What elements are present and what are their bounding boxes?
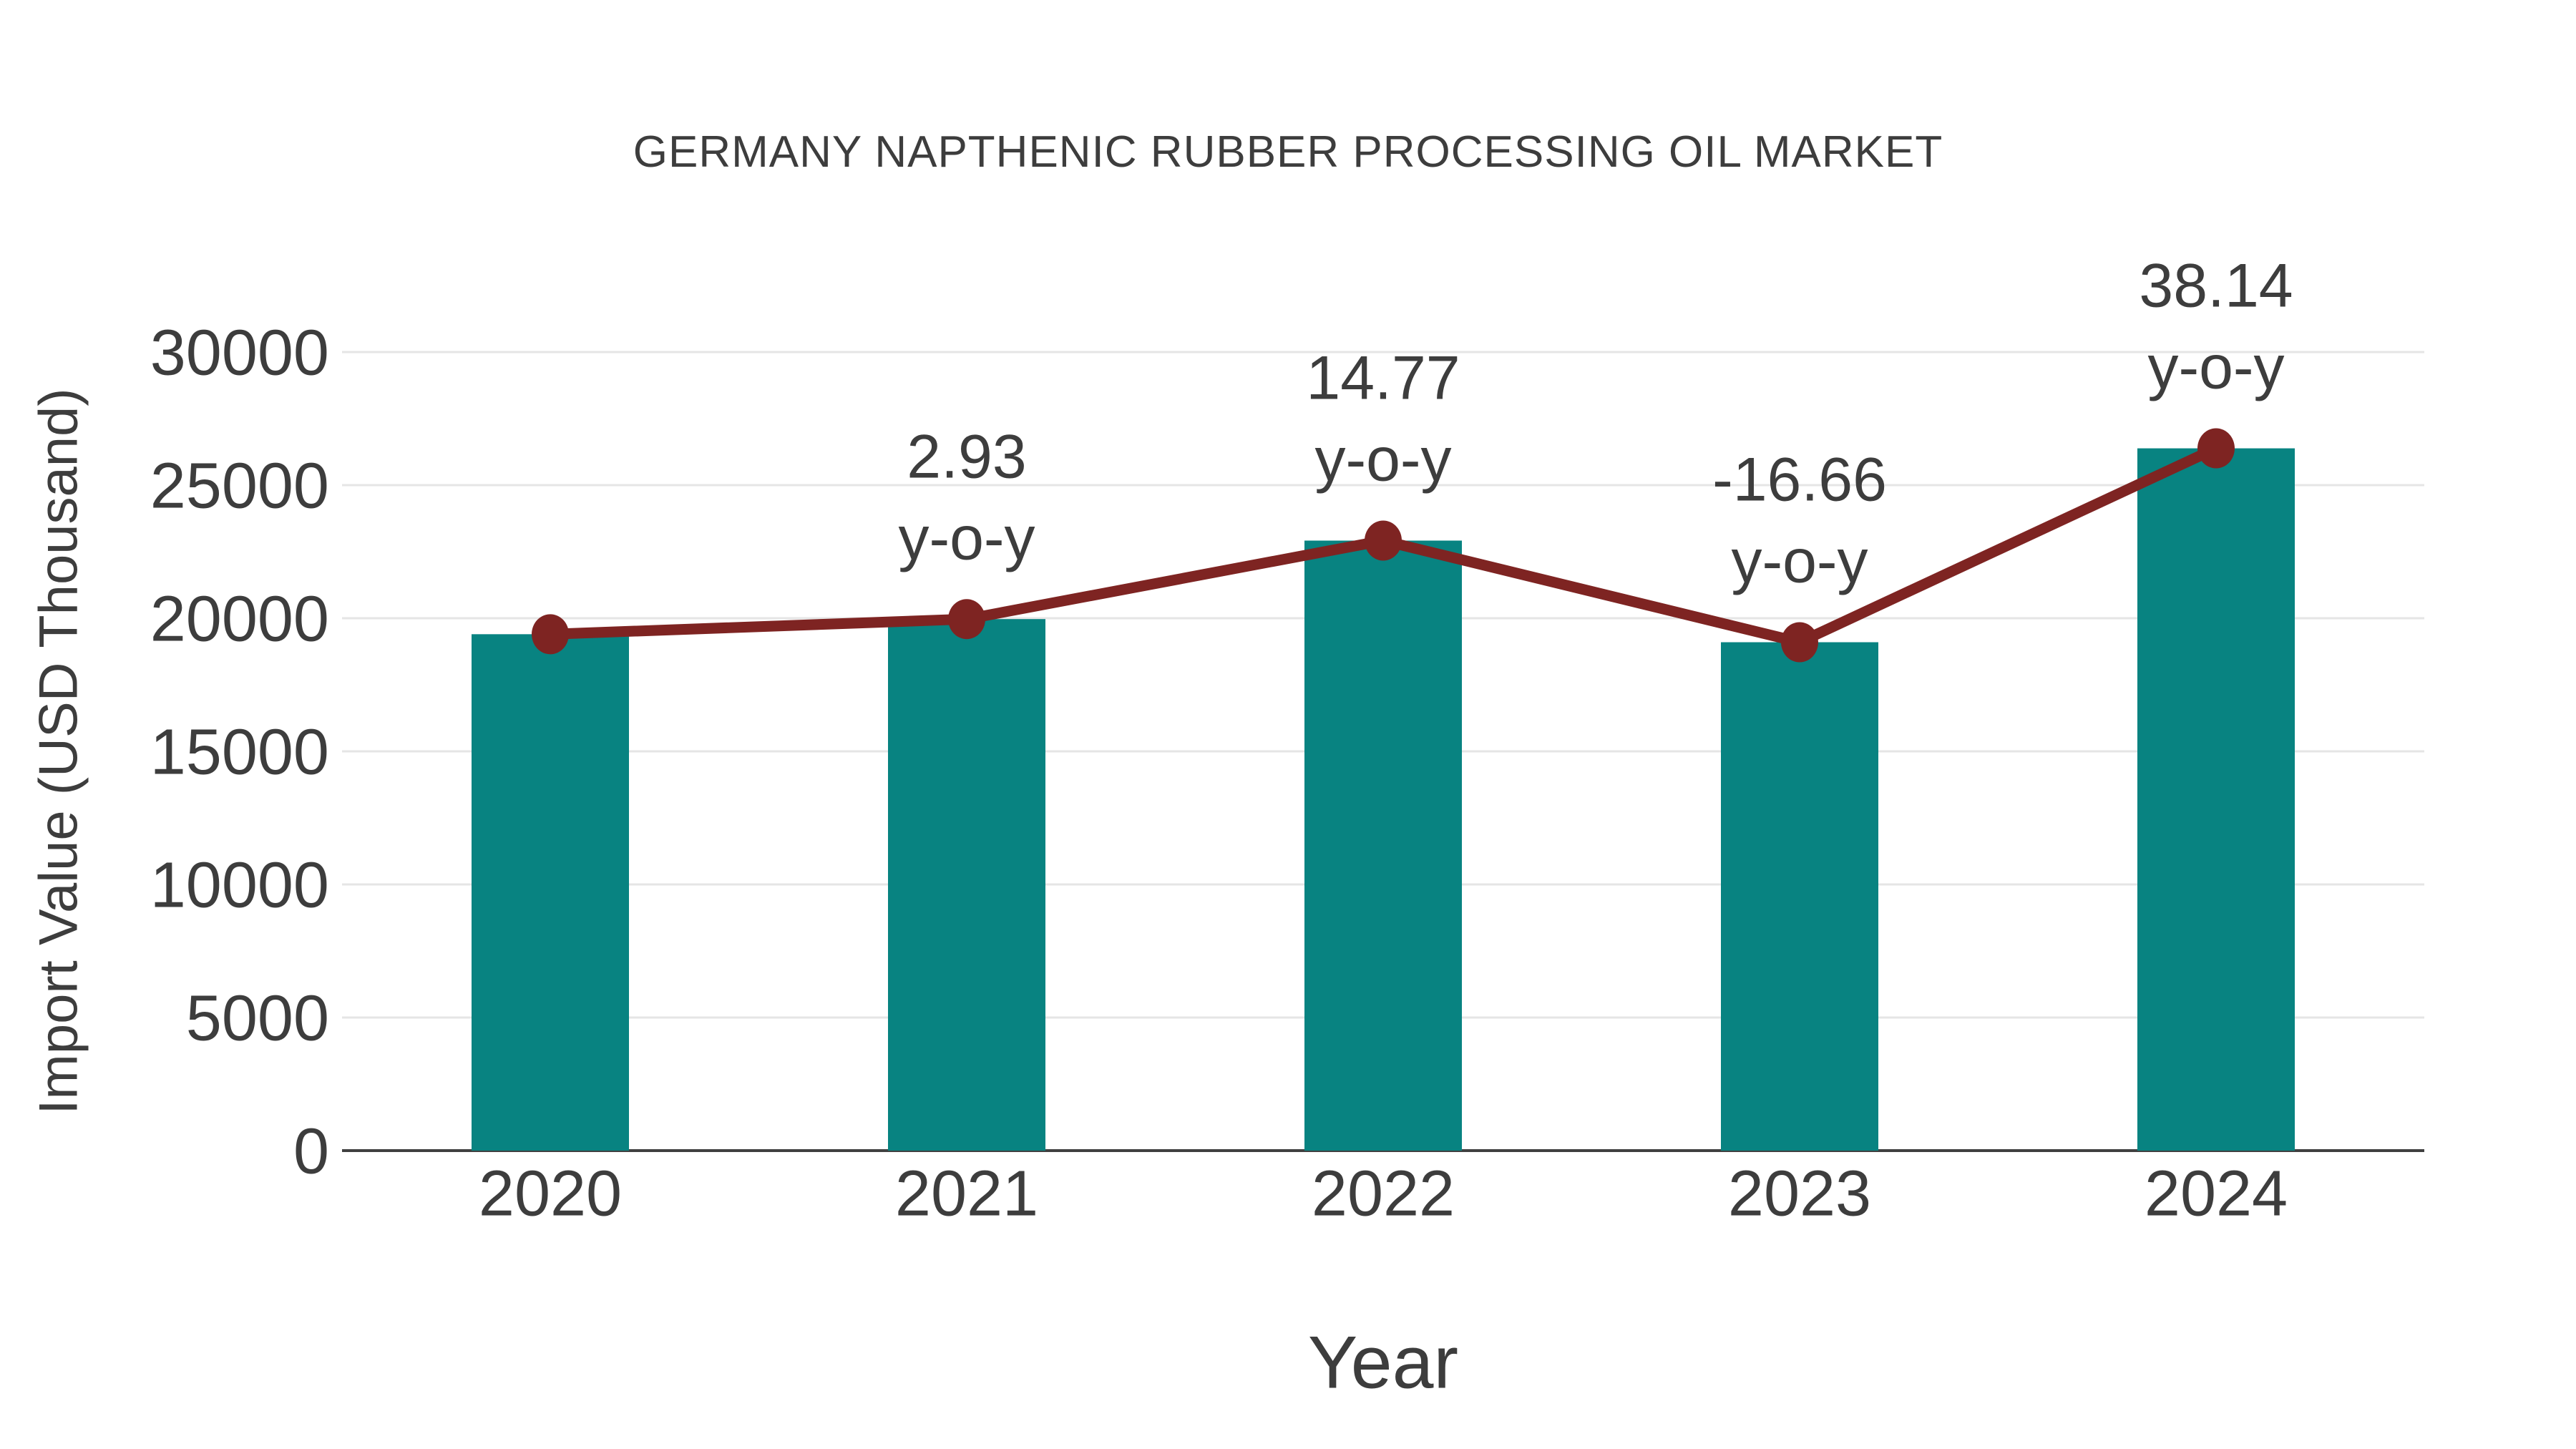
x-tick-label-2024: 2024: [2145, 1158, 2288, 1230]
x-axis-title: Year: [1307, 1321, 1459, 1405]
bar-2021: [888, 619, 1045, 1151]
x-tick-label-2023: 2023: [1728, 1158, 1871, 1230]
marker-2023: [1781, 622, 1818, 663]
marker-2020: [532, 614, 569, 655]
y-tick-label-10000: 10000: [150, 850, 329, 922]
bar-2020: [472, 634, 629, 1151]
annotation-2022-suffix: y-o-y: [1314, 426, 1451, 494]
y-tick-label-0: 0: [293, 1116, 329, 1188]
annotation-2023-suffix: y-o-y: [1731, 527, 1868, 596]
annotation-2021-suffix: y-o-y: [898, 504, 1035, 572]
annotation-2024-suffix: y-o-y: [2147, 333, 2284, 402]
y-tick-label-25000: 25000: [150, 451, 329, 522]
annotation-2022-value: 14.77: [1306, 344, 1460, 413]
annotation-2024-value: 38.14: [2139, 252, 2293, 321]
y-tick-label-5000: 5000: [186, 983, 329, 1055]
y-tick-label-20000: 20000: [150, 584, 329, 655]
bar-2022: [1304, 540, 1462, 1151]
x-tick-label-2022: 2022: [1312, 1158, 1455, 1230]
x-tick-label-2020: 2020: [479, 1158, 622, 1230]
marker-2021: [948, 599, 985, 640]
chart-title: GERMANY NAPTHENIC RUBBER PROCESSING OIL …: [633, 127, 1943, 177]
marker-2022: [1365, 520, 1402, 561]
y-tick-label-15000: 15000: [150, 717, 329, 789]
marker-2024: [2197, 428, 2235, 469]
bar-2024: [2137, 448, 2295, 1151]
bar-2023: [1721, 642, 1878, 1151]
annotation-2021-value: 2.93: [907, 422, 1026, 491]
x-tick-label-2021: 2021: [895, 1158, 1038, 1230]
annotation-2023-value: -16.66: [1712, 446, 1887, 514]
y-tick-label-30000: 30000: [150, 318, 329, 389]
